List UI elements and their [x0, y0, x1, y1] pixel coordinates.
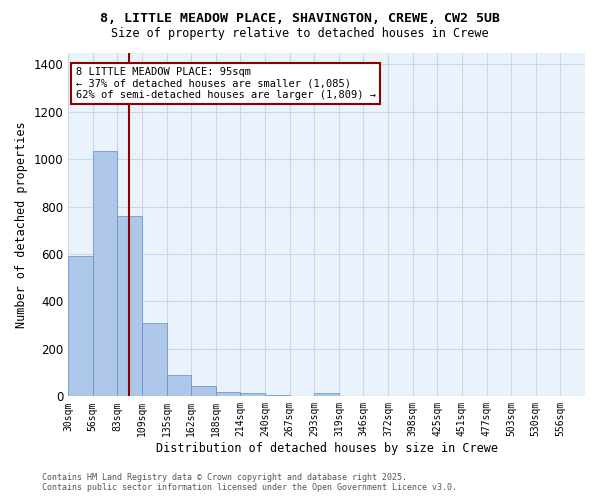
Bar: [93, 151, 118, 396]
Text: Contains HM Land Registry data © Crown copyright and database right 2025.
Contai: Contains HM Land Registry data © Crown c…: [42, 473, 457, 492]
Bar: [68, 256, 93, 396]
Y-axis label: Number of detached properties: Number of detached properties: [15, 121, 28, 328]
Bar: [142, 323, 167, 396]
Bar: [191, 386, 216, 396]
Bar: [241, 394, 265, 396]
Bar: [265, 395, 290, 396]
Bar: [216, 392, 241, 396]
Bar: [118, 216, 142, 396]
Bar: [314, 393, 339, 396]
Text: Size of property relative to detached houses in Crewe: Size of property relative to detached ho…: [111, 28, 489, 40]
X-axis label: Distribution of detached houses by size in Crewe: Distribution of detached houses by size …: [155, 442, 497, 455]
Bar: [167, 375, 191, 396]
Text: 8, LITTLE MEADOW PLACE, SHAVINGTON, CREWE, CW2 5UB: 8, LITTLE MEADOW PLACE, SHAVINGTON, CREW…: [100, 12, 500, 26]
Text: 8 LITTLE MEADOW PLACE: 95sqm
← 37% of detached houses are smaller (1,085)
62% of: 8 LITTLE MEADOW PLACE: 95sqm ← 37% of de…: [76, 66, 376, 100]
